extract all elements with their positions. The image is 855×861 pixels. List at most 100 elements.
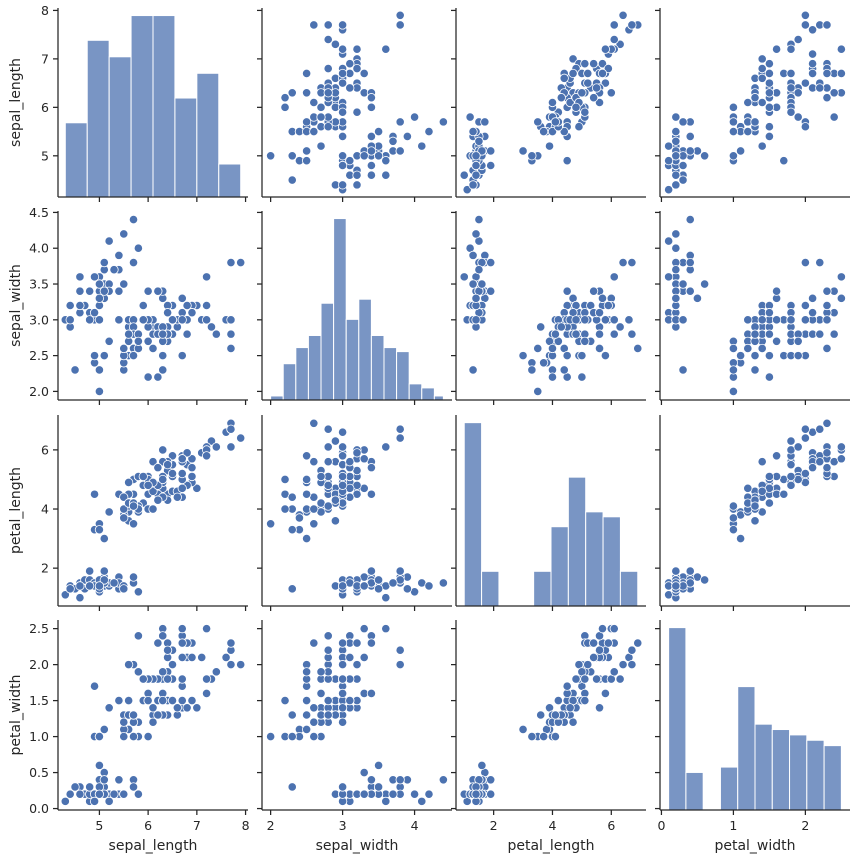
scatter-point-125 <box>201 300 212 311</box>
scatter-point-104 <box>167 451 178 461</box>
x-axis-label-petal_length: petal_length <box>507 838 594 854</box>
scatter-point-117 <box>815 424 825 434</box>
scatter-point-92 <box>309 504 319 514</box>
scatter-point-43 <box>477 760 487 770</box>
scatter-point-42 <box>65 789 75 799</box>
scatter-point-81 <box>119 513 129 523</box>
scatter-point-144 <box>177 454 187 464</box>
scatter-point-87 <box>287 492 297 502</box>
scatter-point-18 <box>128 257 139 268</box>
scatter-point-117 <box>395 645 405 655</box>
scatter-point-32 <box>104 796 114 806</box>
scatter-point-93 <box>527 365 537 375</box>
scatter-point-79 <box>728 343 739 354</box>
scatter-point-118 <box>226 343 236 354</box>
scatter-point-118 <box>633 343 643 354</box>
histogram-bar-petal_width-0 <box>668 627 687 811</box>
y-axis-label-petal_width: petal_width <box>8 674 24 755</box>
scatter-point-52 <box>764 59 774 69</box>
histogram-bar-sepal_width-5 <box>333 218 347 401</box>
scatter-point-135 <box>338 442 348 452</box>
y-tick-label: 4.0 <box>29 241 49 256</box>
scatter-point-137 <box>163 308 173 318</box>
scatter-point-146 <box>302 667 312 677</box>
scatter-point-99 <box>750 329 760 339</box>
scatter-point-130 <box>211 667 221 677</box>
scatter-point-144 <box>597 624 608 634</box>
scatter-point-110 <box>352 660 362 670</box>
scatter-point-109 <box>201 272 212 282</box>
scatter-point-84 <box>338 131 348 142</box>
x-axis-label-sepal_width: sepal_width <box>316 838 399 854</box>
scatter-point-95 <box>743 315 753 325</box>
scatter-point-64 <box>750 516 760 526</box>
scatter-point-36 <box>671 126 681 137</box>
scatter-point-142 <box>793 112 803 122</box>
scatter-point-49 <box>94 293 105 303</box>
scatter-point-136 <box>158 631 168 641</box>
scatter-point-81 <box>539 731 549 742</box>
x-tick-label: 0 <box>657 818 665 833</box>
scatter-point-93 <box>94 365 105 375</box>
histogram-bar-petal_length-4 <box>533 570 552 607</box>
scatter-point-37 <box>664 272 674 282</box>
scatter-point-90 <box>559 126 569 137</box>
scatter-point-147 <box>800 315 810 325</box>
scatter-point-119 <box>764 372 774 382</box>
scatter-point-134 <box>148 457 158 467</box>
histogram-bar-petal_length-7 <box>585 511 604 607</box>
scatter-point-133 <box>764 88 774 98</box>
scatter-point-33 <box>671 229 681 239</box>
scatter-point-119 <box>280 474 290 485</box>
panel-petal_length-vs-sepal_width <box>257 415 452 611</box>
histogram-bar-sepal_width-8 <box>370 334 385 401</box>
scatter-point-144 <box>359 68 369 79</box>
scatter-point-73 <box>148 717 158 727</box>
scatter-point-149 <box>138 315 148 325</box>
scatter-point-83 <box>316 688 326 699</box>
scatter-point-45 <box>85 315 95 325</box>
histogram-bar-sepal_width-3 <box>307 334 322 401</box>
scatter-point-31 <box>114 775 124 785</box>
scatter-point-119 <box>143 696 153 706</box>
scatter-point-145 <box>177 468 187 479</box>
scatter-point-99 <box>750 501 760 511</box>
scatter-point-93 <box>527 151 537 161</box>
scatter-point-50 <box>192 703 202 713</box>
x-tick-label: 4 <box>548 818 556 833</box>
scatter-point-108 <box>302 451 312 461</box>
scatter-point-122 <box>323 424 333 434</box>
scatter-point-90 <box>119 717 129 727</box>
scatter-point-79 <box>533 343 543 354</box>
scatter-point-130 <box>609 34 619 45</box>
scatter-point-132 <box>323 645 333 655</box>
scatter-point-37 <box>89 796 100 806</box>
scatter-point-133 <box>323 696 333 706</box>
scatter-point-49 <box>359 581 369 591</box>
scatter-point-134 <box>757 457 767 467</box>
scatter-point-133 <box>764 329 774 339</box>
scatter-point-106 <box>89 489 100 499</box>
scatter-point-105 <box>807 25 818 35</box>
scatter-point-130 <box>323 442 333 452</box>
scatter-point-104 <box>600 78 611 88</box>
scatter-point-44 <box>486 146 496 156</box>
scatter-point-118 <box>309 638 319 648</box>
scatter-point-114 <box>323 631 333 641</box>
scatter-point-129 <box>338 451 348 461</box>
scatter-point-42 <box>468 180 478 190</box>
scatter-point-139 <box>345 652 355 663</box>
scatter-point-98 <box>302 533 312 544</box>
scatter-point-137 <box>345 83 355 93</box>
scatter-point-114 <box>829 112 839 122</box>
scatter-point-33 <box>424 581 434 591</box>
scatter-point-48 <box>474 136 484 146</box>
x-tick-label: 1 <box>729 818 737 833</box>
scatter-point-45 <box>338 782 348 792</box>
scatter-point-138 <box>338 480 348 490</box>
scatter-point-133 <box>323 88 333 98</box>
scatter-point-142 <box>133 336 143 346</box>
scatter-point-14 <box>671 243 681 253</box>
scatter-point-109 <box>201 624 212 634</box>
